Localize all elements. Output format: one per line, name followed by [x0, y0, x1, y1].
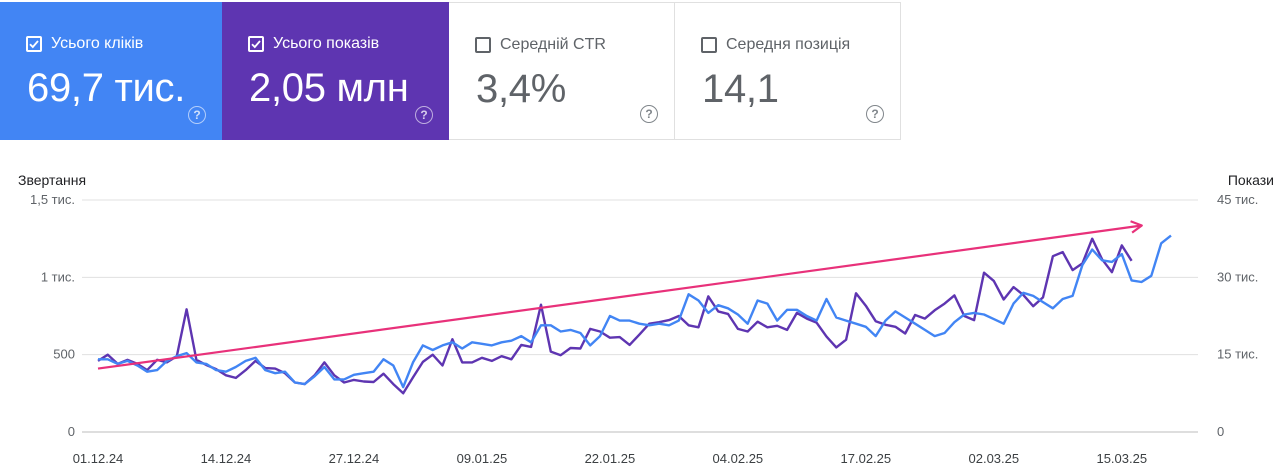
left-tick-label: 500 — [53, 347, 75, 362]
metric-value: 14,1 — [702, 67, 779, 111]
right-tick-label: 15 тис. — [1217, 347, 1258, 362]
metric-value: 69,7 тис. — [27, 66, 186, 110]
x-tick-label: 15.03.25 — [1096, 451, 1147, 466]
help-icon[interactable]: ? — [188, 106, 206, 124]
metric-card-impressions[interactable]: Усього показів 2,05 млн ? — [222, 2, 449, 140]
metric-card-clicks[interactable]: Усього кліків 69,7 тис. ? — [0, 2, 222, 140]
clicks-series-line — [98, 234, 1172, 389]
right-axis-title: Покази — [1228, 172, 1274, 188]
x-tick-label: 01.12.24 — [73, 451, 124, 466]
x-tick-label: 09.01.25 — [457, 451, 508, 466]
right-tick-label: 0 — [1217, 424, 1224, 439]
metric-value: 2,05 млн — [249, 66, 409, 110]
x-tick-label: 17.02.25 — [841, 451, 892, 466]
metric-value: 3,4% — [476, 67, 566, 111]
x-tick-label: 02.03.25 — [969, 451, 1020, 466]
trend-arrowhead-icon — [1130, 220, 1143, 234]
metric-label: Середній CTR — [500, 36, 606, 53]
checkbox-unchecked-icon[interactable] — [475, 37, 491, 53]
checkbox-unchecked-icon[interactable] — [701, 37, 717, 53]
metric-label: Середня позиція — [726, 36, 851, 53]
x-tick-label: 14.12.24 — [201, 451, 252, 466]
checkbox-checked-icon[interactable] — [248, 36, 264, 52]
checkbox-checked-icon[interactable] — [26, 36, 42, 52]
metric-label: Усього кліків — [51, 35, 144, 52]
x-tick-label: 04.02.25 — [713, 451, 764, 466]
x-tick-label: 22.01.25 — [585, 451, 636, 466]
help-icon[interactable]: ? — [866, 105, 884, 123]
help-icon[interactable]: ? — [640, 105, 658, 123]
help-icon[interactable]: ? — [415, 106, 433, 124]
left-tick-label: 1,5 тис. — [30, 192, 75, 207]
right-tick-label: 30 тис. — [1217, 269, 1258, 284]
left-tick-label: 1 тис. — [41, 269, 75, 284]
metric-label: Усього показів — [273, 35, 380, 52]
right-tick-label: 45 тис. — [1217, 192, 1258, 207]
left-axis-title: Звертання — [18, 172, 86, 188]
metric-card-position[interactable]: Середня позиція 14,1 ? — [675, 2, 901, 140]
trend-line — [97, 224, 1142, 370]
x-tick-label: 27.12.24 — [329, 451, 380, 466]
impressions-series-line — [97, 237, 1133, 395]
metric-cards: Усього кліків 69,7 тис. ? Усього показів… — [0, 2, 901, 140]
metric-card-ctr[interactable]: Середній CTR 3,4% ? — [449, 2, 675, 140]
left-tick-label: 0 — [68, 424, 75, 439]
